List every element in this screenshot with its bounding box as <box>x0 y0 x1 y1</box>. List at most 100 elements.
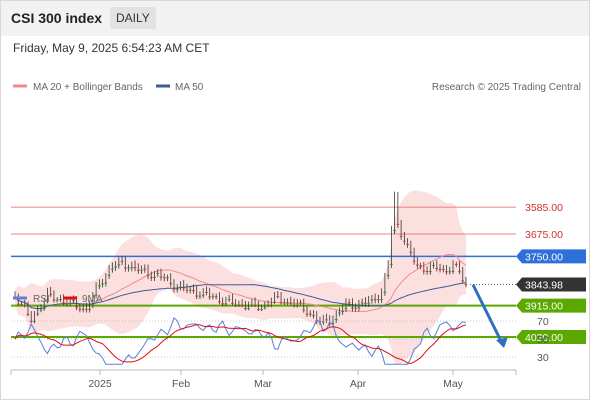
candle-body <box>403 240 406 242</box>
candle-body <box>454 263 458 265</box>
candle-body <box>42 308 46 310</box>
forecast-arrow-head <box>496 337 508 348</box>
candle-body <box>302 309 306 311</box>
candle-body <box>218 301 221 303</box>
candle-body <box>360 302 364 304</box>
candle-body <box>364 302 367 304</box>
candle-body <box>124 267 127 269</box>
candle-body <box>133 267 137 269</box>
candle-body <box>347 302 351 304</box>
candle-body <box>111 268 114 270</box>
candle-body <box>153 276 156 278</box>
candle-body <box>211 296 215 298</box>
candle-body <box>416 264 419 266</box>
candle-body <box>305 313 309 315</box>
candle-body <box>464 284 468 286</box>
last-price-tag-bg <box>516 277 586 292</box>
support-tag-1: 3750.00 <box>516 249 586 264</box>
candle-body <box>166 277 169 279</box>
candle-body <box>33 320 36 322</box>
resistance-tag-1: 4020.00 <box>516 330 586 344</box>
candlesticks <box>13 191 468 327</box>
candle-body <box>221 303 224 305</box>
candle-body <box>299 302 302 304</box>
candle-body <box>23 305 27 307</box>
forecast-arrow-shaft <box>471 284 504 344</box>
bollinger-bands <box>15 190 466 365</box>
x-tick-label-4: Apr <box>350 378 367 390</box>
candle-body <box>146 274 150 276</box>
candle-body <box>195 295 198 297</box>
candle-body <box>289 302 293 304</box>
rsi-tick-label-3: 30 <box>537 352 549 364</box>
resistance-tag-2-bg <box>516 298 586 313</box>
candle-body <box>445 271 448 273</box>
candle-body <box>136 269 140 271</box>
resistance-tag-1-bg <box>516 330 586 344</box>
candle-body <box>81 308 85 310</box>
candle-body <box>234 304 237 306</box>
candle-body <box>49 294 52 296</box>
candle-body <box>295 304 299 306</box>
candle-body <box>380 298 383 300</box>
last-price-tag-text: 3843.98 <box>525 279 563 291</box>
candle-body <box>270 305 273 307</box>
candle-body <box>432 264 435 266</box>
ma50-legend-label: MA 50 <box>175 82 204 93</box>
last-price-tag: 3843.98 <box>516 277 586 292</box>
candle-body <box>331 322 335 324</box>
candle-body <box>250 304 254 306</box>
candle-body <box>156 272 160 274</box>
candle-body <box>68 303 72 305</box>
candle-body <box>292 304 296 306</box>
candle-body <box>441 268 445 270</box>
candle-body <box>120 260 124 262</box>
candle-body <box>425 271 429 273</box>
resistance-tag-1-text: 4020.00 <box>525 332 563 344</box>
candle-body <box>390 263 393 265</box>
candle-body <box>39 309 43 311</box>
candle-body <box>354 307 357 309</box>
candle-body <box>159 276 163 278</box>
candle-body <box>341 311 345 313</box>
x-tick-label-5: May <box>443 378 464 390</box>
candle-body <box>198 295 202 297</box>
timeframe-badge[interactable]: DAILY <box>110 7 156 29</box>
candle-body <box>448 271 452 273</box>
rsi-ma-legend-label: 9MA <box>82 294 103 305</box>
candle-body <box>435 267 439 269</box>
candle-body <box>357 307 361 309</box>
candle-body <box>29 320 33 322</box>
candle-body <box>461 280 465 282</box>
candle-body <box>240 304 244 306</box>
candle-body <box>94 294 98 296</box>
candle-body <box>419 265 422 267</box>
candle-body <box>244 308 247 310</box>
resistance-tag-2: 3915.00 <box>516 298 586 313</box>
candle-body <box>208 296 211 298</box>
candle-body <box>286 302 289 304</box>
candle-body <box>62 302 65 304</box>
candle-body <box>315 320 319 322</box>
candle-body <box>16 303 20 305</box>
candle-body <box>377 299 380 301</box>
candle-body <box>72 300 75 302</box>
candle-body <box>182 287 186 289</box>
candle-body <box>409 251 413 253</box>
candle-body <box>188 289 192 291</box>
candle-body <box>114 266 117 268</box>
rsi-panel: 70 50 30 <box>11 316 549 365</box>
candle-body <box>169 283 173 285</box>
level-tags: 4020.00 3915.00 3843.98 3750.00 3675.00 3585.… <box>516 202 586 344</box>
candle-body <box>321 321 325 323</box>
candle-body <box>412 260 416 262</box>
candle-body <box>367 302 370 304</box>
minor-level-label-2: 3585.00 <box>525 202 563 214</box>
candle-body <box>52 299 56 301</box>
moving-averages <box>14 254 467 313</box>
candle-body <box>149 276 153 278</box>
rsi-legend-label: RSI <box>33 294 50 305</box>
candle-body <box>201 294 205 296</box>
x-tick-label-1: 2025 <box>88 378 112 390</box>
x-tick-label-3: Mar <box>254 378 273 390</box>
